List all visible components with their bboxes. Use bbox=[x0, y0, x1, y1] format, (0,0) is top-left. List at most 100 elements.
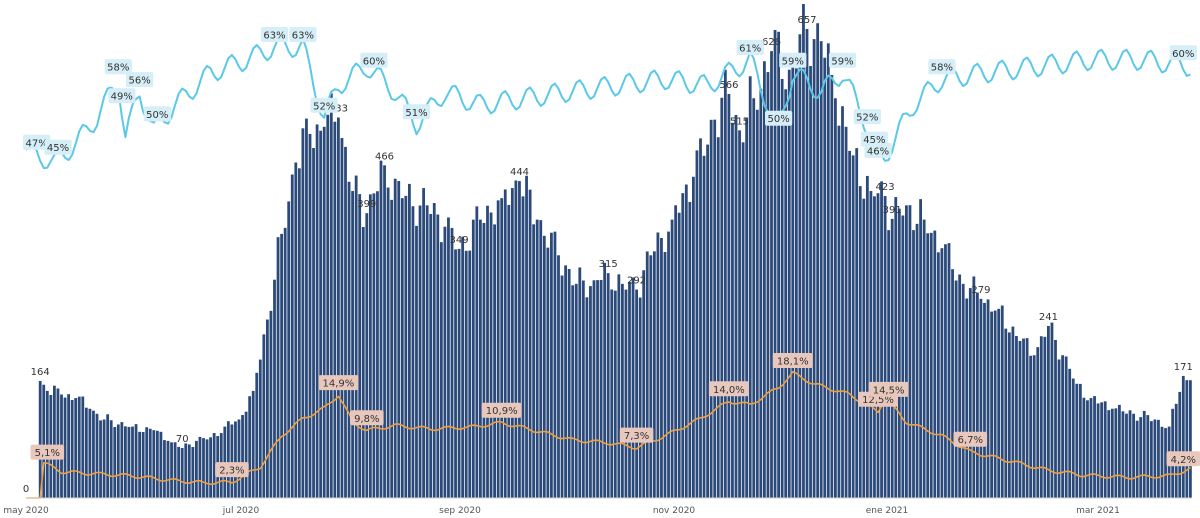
positivity-value-label: 7,3% bbox=[624, 431, 649, 442]
bar bbox=[1118, 404, 1121, 498]
bar bbox=[1164, 428, 1167, 498]
bar bbox=[951, 269, 954, 498]
bar bbox=[500, 198, 504, 498]
share-value-label-bg bbox=[765, 110, 793, 126]
bar bbox=[993, 310, 997, 498]
bar bbox=[528, 189, 532, 498]
x-tick-label: mar 2021 bbox=[1076, 506, 1120, 516]
share-value-label: 52% bbox=[313, 101, 335, 112]
bar bbox=[180, 448, 184, 498]
bar bbox=[262, 334, 266, 498]
positivity-value-label: 12,5% bbox=[862, 395, 894, 406]
bar bbox=[38, 380, 42, 498]
bar-value-label: 171 bbox=[1174, 362, 1193, 373]
bar bbox=[766, 72, 770, 498]
bar bbox=[897, 208, 901, 498]
bar-value-label: 399 bbox=[357, 199, 376, 210]
positivity-value-label-bg bbox=[772, 353, 813, 368]
bar-value-label: 279 bbox=[971, 285, 990, 296]
bar bbox=[237, 419, 241, 498]
bar bbox=[1178, 391, 1182, 498]
bar bbox=[393, 178, 397, 499]
bar bbox=[376, 191, 379, 499]
positivity-value-label-bg bbox=[868, 381, 909, 397]
bar bbox=[447, 217, 450, 498]
bar bbox=[329, 93, 333, 498]
bar bbox=[990, 311, 993, 498]
bar bbox=[244, 411, 248, 498]
bar bbox=[1047, 325, 1050, 498]
bar bbox=[198, 436, 202, 498]
bar bbox=[361, 227, 365, 498]
bar bbox=[727, 93, 731, 499]
bar bbox=[510, 188, 514, 498]
bar bbox=[738, 130, 741, 498]
positivity-value-label: 14,0% bbox=[713, 385, 745, 396]
bar bbox=[550, 232, 553, 498]
bar bbox=[141, 431, 145, 498]
bar bbox=[968, 288, 972, 498]
bar bbox=[418, 205, 422, 498]
bar-value-label: 533 bbox=[329, 104, 348, 115]
bar bbox=[184, 443, 188, 498]
positivity-value-label: 14,9% bbox=[323, 379, 355, 390]
share-value-label: 59% bbox=[831, 56, 853, 67]
bar bbox=[1007, 332, 1011, 498]
share-value-label: 49% bbox=[111, 92, 133, 103]
bar bbox=[471, 219, 475, 498]
bar bbox=[77, 396, 81, 498]
bar bbox=[557, 255, 560, 498]
bar bbox=[124, 426, 127, 498]
bar bbox=[848, 150, 851, 498]
bar bbox=[873, 196, 876, 498]
bar bbox=[961, 283, 965, 498]
bar bbox=[166, 440, 170, 498]
share-value-label-bg bbox=[108, 88, 136, 104]
bar bbox=[354, 175, 358, 498]
bar bbox=[294, 162, 298, 499]
bars-series bbox=[38, 3, 1192, 499]
bar bbox=[251, 390, 255, 498]
bar bbox=[723, 69, 727, 498]
bar bbox=[1022, 338, 1025, 498]
bar bbox=[436, 214, 440, 498]
bar bbox=[688, 201, 692, 498]
bar bbox=[844, 126, 848, 498]
bar bbox=[1100, 402, 1104, 498]
bar bbox=[564, 265, 567, 498]
bar bbox=[518, 181, 521, 499]
bar bbox=[159, 431, 163, 498]
bar bbox=[599, 279, 603, 498]
bar bbox=[386, 187, 390, 499]
positivity-value-labels: 5,1% 2,3% 14,9% 9,8% 10,9% 7,3% 14,0% 18,1% 12,5… bbox=[30, 353, 1200, 478]
positivity-value-label-bg bbox=[30, 444, 65, 460]
share-value-label: 45% bbox=[863, 135, 885, 146]
positivity-line bbox=[26, 370, 1191, 499]
bar bbox=[312, 147, 315, 499]
share-value-label: 47% bbox=[25, 138, 47, 149]
bar bbox=[986, 299, 990, 498]
share-series bbox=[25, 36, 1191, 170]
bar bbox=[305, 118, 308, 499]
positivity-value-label-bg bbox=[953, 431, 988, 447]
bar bbox=[454, 249, 457, 498]
bar bbox=[241, 415, 244, 498]
bar bbox=[912, 230, 915, 498]
bar bbox=[596, 280, 599, 498]
bar bbox=[1110, 408, 1114, 498]
bar bbox=[624, 289, 628, 498]
bar bbox=[432, 203, 436, 499]
bar bbox=[741, 142, 745, 498]
bar bbox=[585, 297, 589, 498]
bar bbox=[791, 58, 795, 498]
bar bbox=[812, 39, 816, 498]
bar-value-label: 315 bbox=[599, 259, 618, 270]
bar bbox=[1160, 426, 1164, 498]
bar bbox=[163, 440, 166, 498]
bar bbox=[45, 390, 49, 498]
share-value-label-bg bbox=[310, 97, 338, 113]
bar bbox=[947, 243, 951, 498]
positivity-series bbox=[26, 370, 1191, 499]
bar bbox=[443, 226, 447, 499]
bar bbox=[713, 119, 717, 498]
